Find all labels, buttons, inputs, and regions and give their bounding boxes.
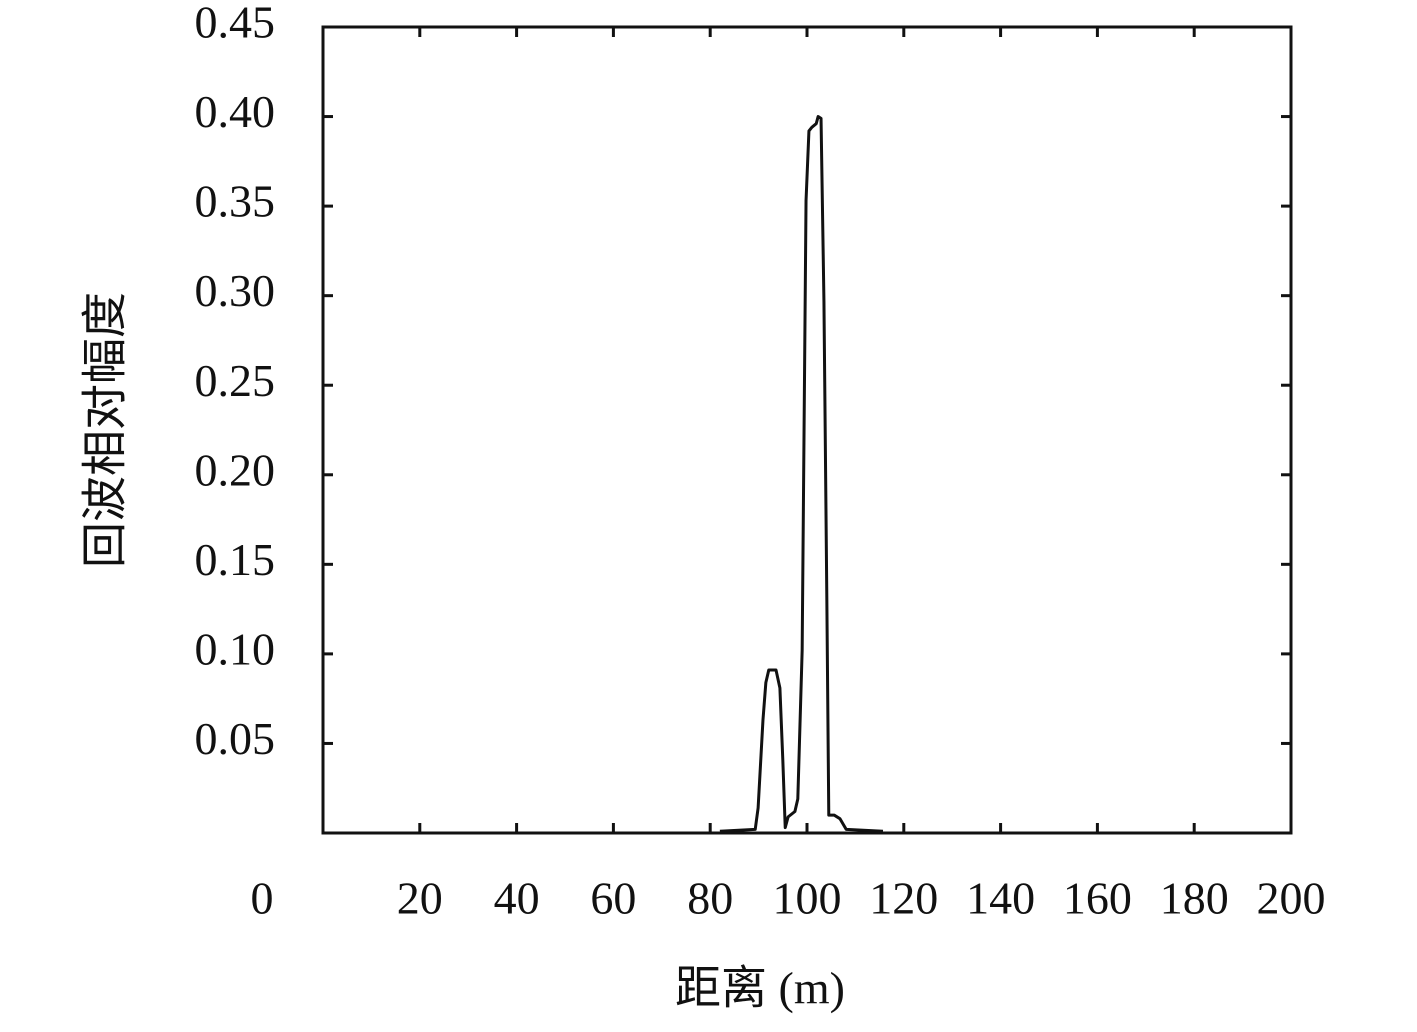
x-tick-label: 60 [590,873,636,924]
x-tick-label: 100 [773,873,842,924]
y-tick-label: 0.35 [195,176,276,227]
x-tick-label: 80 [687,873,733,924]
x-tick-label: 200 [1257,873,1326,924]
x-tick-label: 180 [1160,873,1229,924]
x-tick-label: 120 [869,873,938,924]
y-tick-label: 0.30 [195,265,276,316]
y-tick-label: 0.20 [195,444,276,495]
y-tick-label: 0.15 [195,534,276,585]
x-axis-label: 距离 (m) [675,963,845,1014]
y-tick-label: 0.10 [195,623,276,674]
x-tick-label: 160 [1063,873,1132,924]
y-tick-label: 0.40 [195,86,276,137]
y-tick-label: 0.25 [195,355,276,406]
x-tick-label: 140 [966,873,1035,924]
x-tick-label: 20 [397,873,443,924]
data-line [719,115,884,833]
x-tick-label: 40 [494,873,540,924]
y-tick-label: 0.45 [195,0,276,48]
x-tick-label: 0 [251,873,274,924]
y-axis-label: 回波相对幅度 [80,292,131,568]
y-tick-label: 0.05 [195,713,276,764]
